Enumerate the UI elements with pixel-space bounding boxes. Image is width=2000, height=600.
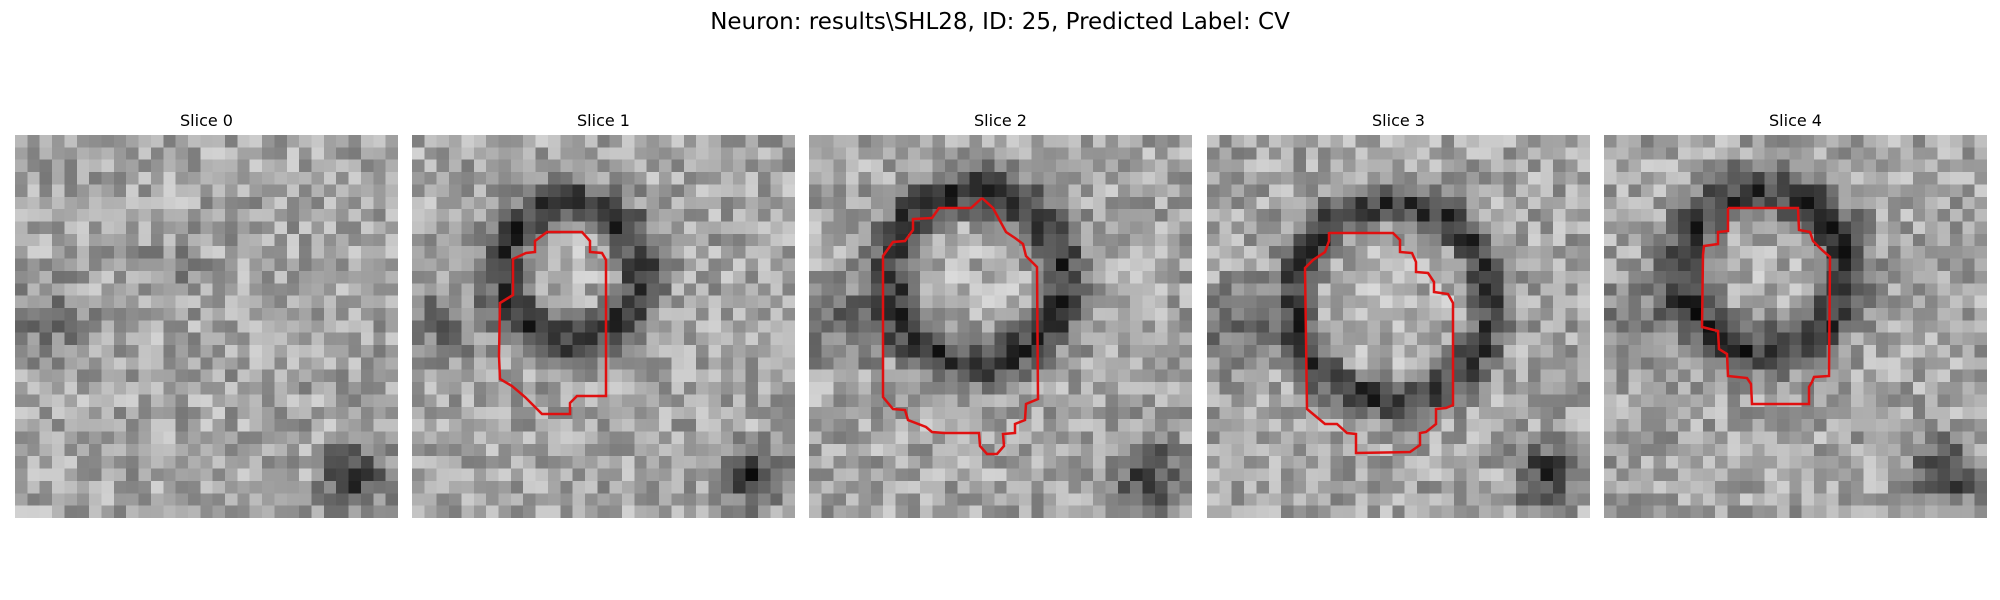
slice-panel-2: Slice 2 [809, 110, 1192, 518]
slice-pixels [412, 135, 795, 518]
slice-panel-4: Slice 4 [1604, 110, 1987, 518]
slice-title: Slice 4 [1769, 111, 1822, 130]
slice-title: Slice 1 [577, 111, 630, 130]
slice-pixels [1604, 135, 1987, 518]
slice-image [1207, 135, 1590, 518]
slice-panel-0: Slice 0 [15, 110, 398, 518]
slice-title: Slice 3 [1372, 111, 1425, 130]
segmentation-contour [1303, 231, 1455, 455]
figure-title: Neuron: results\SHL28, ID: 25, Predicted… [710, 9, 1290, 35]
slice-image [15, 135, 398, 518]
segmentation-contour [497, 230, 608, 416]
slice-pixels [809, 135, 1192, 518]
slice-title: Slice 0 [180, 111, 233, 130]
slice-pixels [15, 135, 398, 518]
segmentation-contour [881, 197, 1040, 456]
slice-panel-1: Slice 1 [412, 110, 795, 518]
slice-image [1604, 135, 1987, 518]
slice-image [809, 135, 1192, 518]
slice-image [412, 135, 795, 518]
slice-panel-3: Slice 3 [1207, 110, 1590, 518]
slice-title: Slice 2 [974, 111, 1027, 130]
segmentation-contour [1700, 206, 1832, 406]
slice-pixels [1207, 135, 1590, 518]
